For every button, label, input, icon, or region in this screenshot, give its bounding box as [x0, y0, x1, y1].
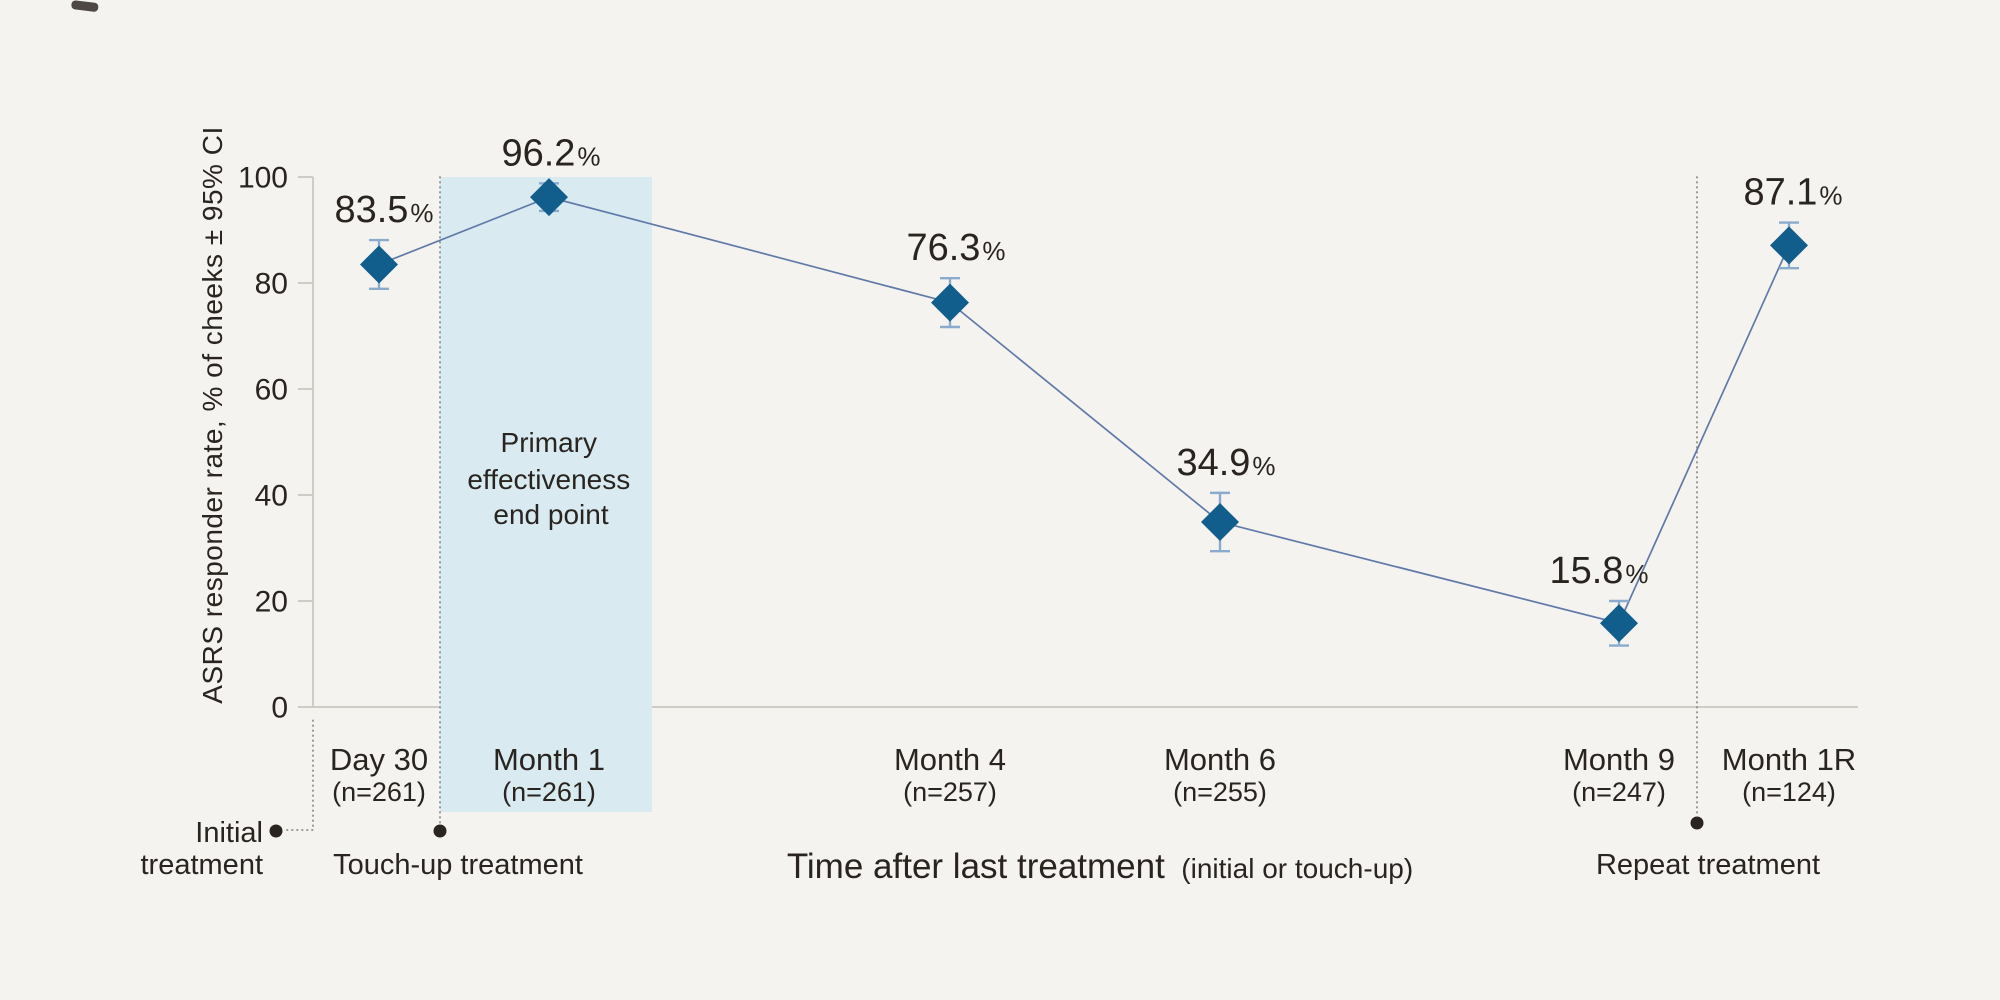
series-group: [360, 178, 1808, 647]
point-value-label-day-30: 83.5%: [334, 189, 433, 231]
data-point-month-6: [1201, 503, 1239, 542]
dotted-guides: [286, 176, 1698, 831]
data-point-day-30: [360, 245, 398, 284]
treatment-annotations: Initial treatment Touch-up treatment Rep…: [141, 816, 1820, 881]
x-category-label-day-30: Day 30: [330, 742, 428, 777]
point-value-label-month-1: 96.2%: [501, 132, 600, 174]
primary-endpoint-band-label: Primary effectiveness end point: [467, 427, 634, 530]
point-value-label-month-6: 34.9%: [1176, 442, 1275, 484]
x-category-n-month-9: (n=247): [1572, 777, 1666, 807]
data-point-month-1r: [1770, 226, 1808, 265]
x-category-label-month-6: Month 6: [1164, 742, 1276, 777]
initial-treatment-label-line-1: Initial: [195, 817, 263, 849]
x-category-label-month-4: Month 4: [894, 742, 1006, 777]
touch-up-treatment-label: Touch-up treatment: [333, 849, 583, 881]
primary-endpoint-band: [440, 177, 652, 812]
initial-treatment-connector-line: [286, 716, 314, 831]
x-category-labels-group: Day 30(n=261)Month 1(n=261)Month 4(n=257…: [330, 742, 1856, 807]
point-value-label-month-9: 15.8%: [1549, 550, 1648, 592]
x-category-label-month-1: Month 1: [493, 742, 605, 777]
x-axis-title: Time after last treatment (initial or to…: [787, 847, 1413, 886]
point-value-label-month-4: 76.3%: [906, 227, 1005, 269]
y-tick-label-100: 100: [238, 162, 288, 195]
x-category-n-month-1: (n=261): [502, 777, 596, 807]
x-category-n-month-1r: (n=124): [1742, 777, 1836, 807]
trend-line: [378, 196, 1790, 625]
point-labels-group: 83.5% 96.2% 76.3% 34.9% 15.8% 87.1%: [334, 132, 1842, 592]
x-category-n-month-4: (n=257): [903, 777, 997, 807]
data-point-month-4: [931, 283, 969, 322]
data-point-month-9: [1600, 604, 1638, 643]
y-tick-label-80: 80: [255, 268, 288, 301]
point-value-label-month-1r: 87.1%: [1743, 172, 1842, 214]
y-tick-label-20: 20: [255, 586, 288, 619]
x-axis-title-paren: (initial or touch-up): [1181, 853, 1413, 884]
band-label-line-1: Primary: [501, 427, 597, 458]
x-category-label-month-9: Month 9: [1563, 742, 1675, 777]
touch-up-treatment-bullet: [433, 824, 447, 838]
repeat-treatment-label: Repeat treatment: [1596, 849, 1820, 881]
x-category-label-month-1r: Month 1R: [1722, 742, 1856, 777]
x-category-n-month-6: (n=255): [1173, 777, 1267, 807]
x-axis-title-main: Time after last treatment: [787, 847, 1165, 886]
stray-mark: [71, 0, 99, 12]
initial-treatment-bullet: [269, 824, 283, 838]
y-tick-label-60: 60: [255, 374, 288, 407]
repeat-treatment-bullet: [1690, 816, 1704, 830]
y-axis-title: ASRS responder rate, % of cheeks ± 95% C…: [197, 126, 228, 703]
y-tick-label-0: 0: [271, 692, 288, 725]
y-ticks-group: 0 20 40 60 80 100: [238, 162, 313, 725]
y-tick-label-40: 40: [255, 480, 288, 513]
data-point-month-1: [530, 178, 568, 217]
band-label-line-3: end point: [493, 499, 608, 530]
initial-treatment-label-line-2: treatment: [141, 849, 264, 881]
band-label-line-2: effectiveness: [467, 464, 630, 495]
x-category-n-day-30: (n=261): [332, 777, 426, 807]
